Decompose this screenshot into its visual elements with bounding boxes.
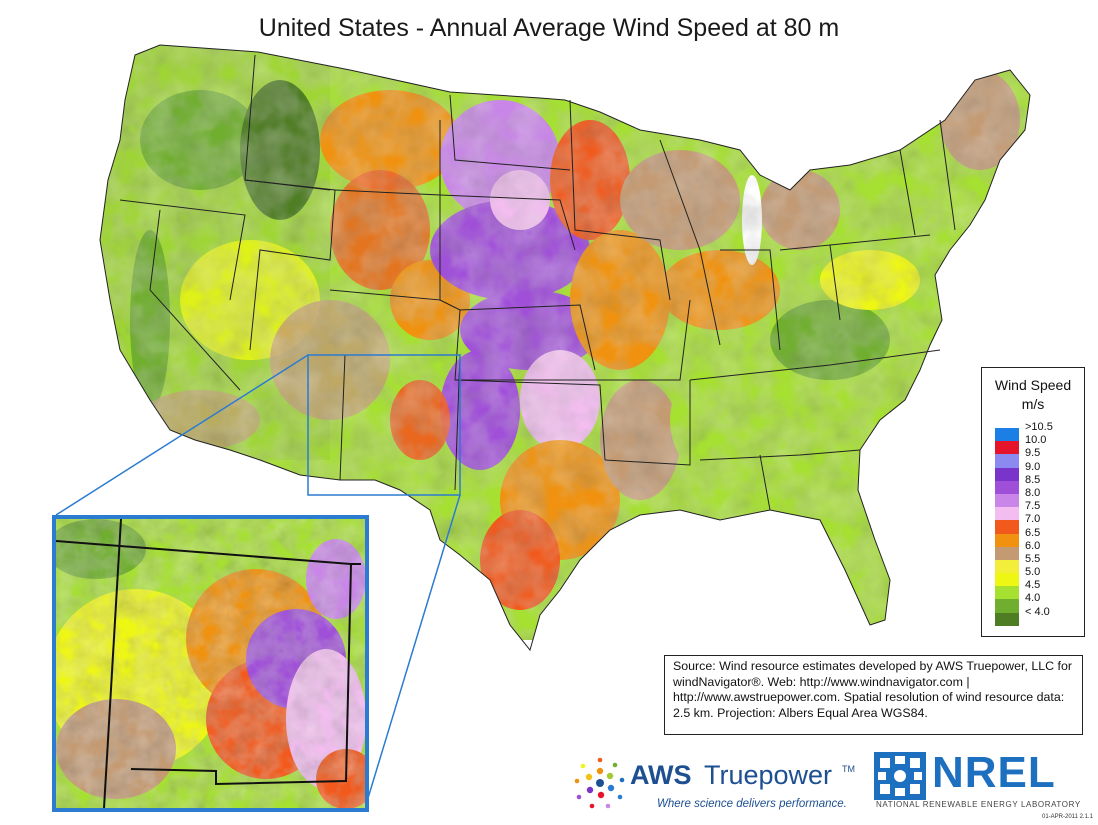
map-title: United States - Annual Average Wind Spee… [258,14,840,42]
legend-swatch [995,441,1019,455]
source-note: Source: Wind resource estimates develope… [664,655,1083,735]
legend-swatch [995,507,1019,521]
legend-unit: m/s [1021,396,1045,412]
wind-speed-legend: Wind Speed m/s >10.5 10.0 9.5 9.0 8.5 8.0 7.5 7… [981,367,1085,637]
legend-label: 7.0 [1025,513,1041,526]
legend-label: >10.5 [1025,421,1053,433]
inset-raster [56,519,365,808]
legend-title: Wind Speed [994,377,1072,393]
legend-label: 5.5 [1025,552,1041,565]
legend-swatch [995,454,1019,468]
nrel-full-name: NATIONAL RENEWABLE ENERGY LABORATORY [876,800,1081,809]
legend-label: 6.5 [1025,526,1041,539]
state-boundaries [99,44,1031,651]
legend-swatch [995,599,1019,613]
legend-label: 4.5 [1025,579,1041,592]
legend-swatch [995,573,1019,587]
legend-label: 8.0 [1025,486,1041,499]
legend-label: 10.0 [1025,434,1047,447]
legend-swatch [995,493,1019,508]
legend-label: < 4.0 [1025,605,1050,618]
nrel-name: NREL [932,748,1056,797]
legend-swatch [995,612,1019,626]
legend-label: 7.5 [1025,500,1041,513]
aws-dot-mark-icon [574,757,625,809]
legend-swatch [995,533,1019,547]
legend-label: 8.5 [1025,473,1041,486]
aws-tagline: Where science delivers performance. [657,798,847,810]
legend-swatch [995,428,1019,442]
aws-name: AWS [630,760,692,790]
legend-swatch [995,546,1019,560]
legend-swatch [995,520,1019,534]
inset-connector-top [55,354,309,516]
inset-connector-bottom [364,494,461,809]
aws-trademark: TM [842,764,855,774]
legend-label: 9.5 [1025,447,1041,460]
legend-swatch [995,559,1019,574]
nrel-mark-icon [874,752,926,800]
legend-swatch [995,480,1019,494]
legend-swatch [995,586,1019,600]
legend-label: 9.0 [1025,460,1041,473]
legend-swatch [995,467,1019,481]
version-stamp: 01-APR-2011 2.1.1 [1042,814,1093,820]
inset-source-box [307,354,461,496]
legend-label: 5.0 [1025,566,1041,579]
aws-name-truepower: Truepower [704,760,833,790]
nrel-logo: NREL NATIONAL RENEWABLE ENERGY LABORATOR… [874,748,1086,812]
legend-label: 4.0 [1025,592,1041,605]
legend-label: 6.0 [1025,539,1041,552]
aws-truepower-logo: AWS Truepower TM Where science delivers … [570,752,870,814]
inset-map [52,515,369,812]
